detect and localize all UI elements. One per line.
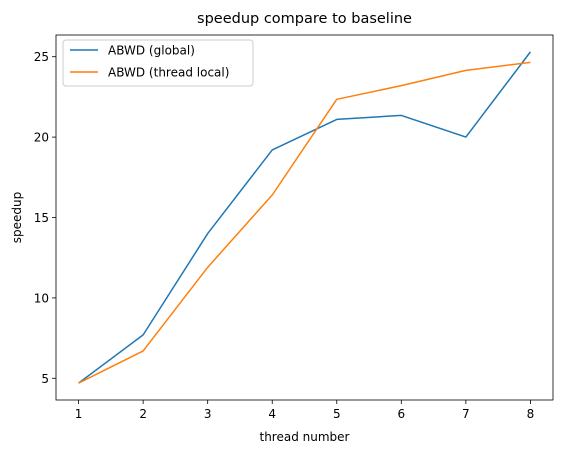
x-tick-label: 3 [204, 407, 212, 421]
chart-title: speedup compare to baseline [197, 11, 412, 27]
y-tick-label: 10 [34, 291, 49, 305]
series-lines [78, 51, 532, 384]
y-tick-label: 20 [34, 131, 49, 145]
y-axis-label: speedup [10, 192, 24, 243]
y-tick-label: 15 [34, 211, 49, 225]
x-axis: 1 2 3 4 5 6 7 8 [75, 400, 534, 421]
series-line-1 [78, 51, 532, 384]
legend-label: ABWD (thread local) [108, 66, 229, 80]
y-axis: 5 10 15 20 25 [34, 50, 56, 386]
x-tick-label: 7 [462, 407, 470, 421]
legend: ABWD (global) ABWD (thread local) [62, 39, 254, 87]
x-tick-label: 8 [527, 407, 535, 421]
series-line-2 [78, 61, 531, 384]
legend-box [62, 39, 254, 87]
x-tick-label: 6 [397, 407, 405, 421]
y-tick-label: 5 [41, 372, 49, 386]
x-axis-label: thread number [260, 430, 350, 444]
plot-frame [55, 34, 554, 401]
legend-label: ABWD (global) [108, 44, 195, 58]
x-tick-label: 5 [333, 407, 341, 421]
x-tick-label: 2 [139, 407, 147, 421]
x-tick-label: 4 [268, 407, 276, 421]
y-tick-label: 25 [34, 50, 49, 64]
x-tick-label: 1 [75, 407, 83, 421]
